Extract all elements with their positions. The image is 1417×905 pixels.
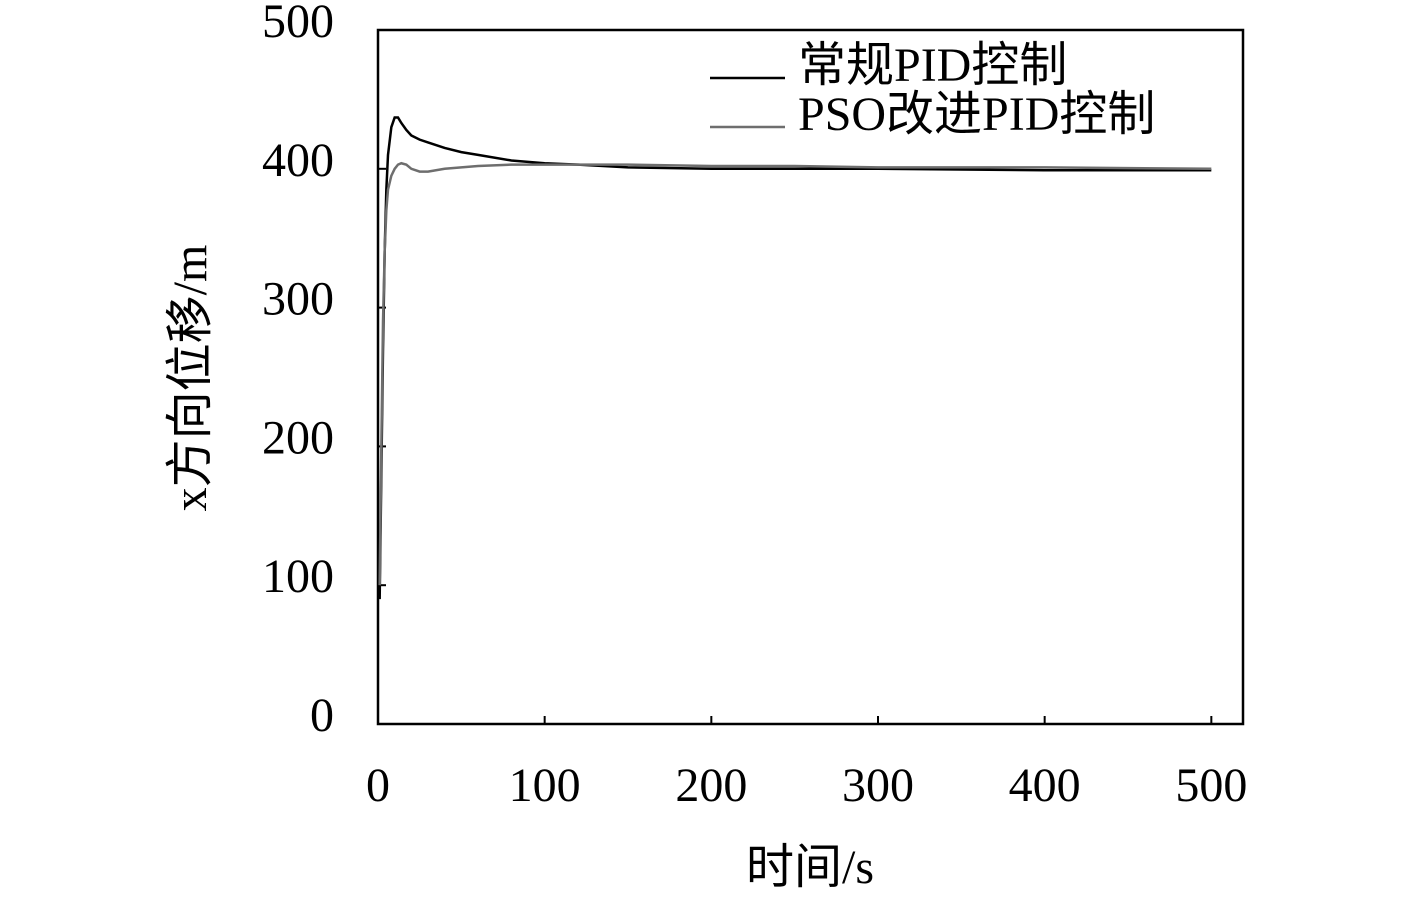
data-line — [378, 161, 1212, 586]
data-line — [378, 116, 1212, 600]
x-tick-label: 100 — [509, 759, 581, 812]
legend-label: 常规PID控制 — [798, 39, 1067, 92]
y-tick-label: 300 — [262, 273, 334, 326]
x-tick-label: 0 — [366, 759, 390, 812]
x-axis-label: 时间/s — [746, 841, 874, 894]
x-tick-label: 400 — [1009, 759, 1081, 812]
y-tick-label: 0 — [310, 689, 334, 742]
y-axis-label: x方向位移/m — [164, 245, 217, 512]
y-tick-label: 500 — [262, 0, 334, 48]
y-tick-label: 400 — [262, 134, 334, 187]
x-tick-label: 500 — [1175, 759, 1247, 812]
legend-label: PSO改进PID控制 — [798, 88, 1155, 141]
x-tick-label: 300 — [842, 759, 914, 812]
y-tick-label: 200 — [262, 411, 334, 464]
plot-frame — [376, 28, 1245, 726]
y-tick-label: 100 — [262, 550, 334, 603]
x-tick-label: 200 — [675, 759, 747, 812]
